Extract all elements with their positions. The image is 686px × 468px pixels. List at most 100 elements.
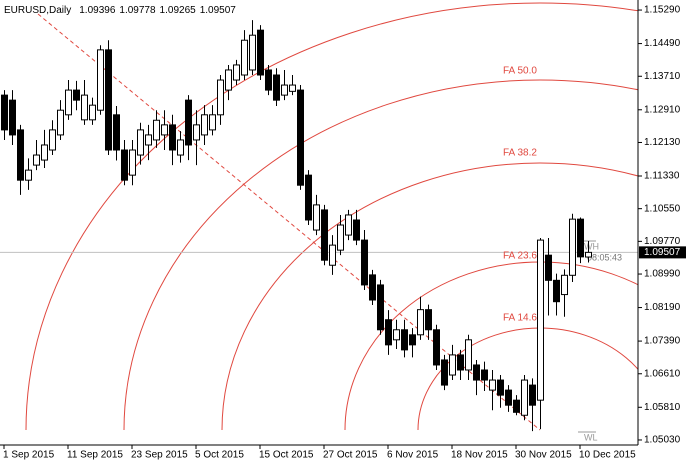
candle-body — [489, 379, 496, 391]
x-tick-label: 27 Oct 2015 — [323, 450, 378, 461]
candle-body — [361, 239, 368, 286]
candle-body — [537, 239, 544, 401]
candle-body — [289, 84, 296, 92]
candle-body — [65, 89, 72, 116]
candle-body — [121, 149, 128, 181]
candle-body — [73, 89, 80, 101]
ohlc-value: 1.09507 — [200, 5, 237, 16]
candle-body — [241, 39, 248, 76]
fibonacci-arcs — [25, 2, 638, 431]
current-price-label: 1.09507 — [644, 247, 681, 258]
y-tick-label: 1.05030 — [644, 435, 681, 446]
candle-body — [49, 129, 56, 151]
candle-body — [1, 94, 8, 131]
x-tick-label: 30 Nov 2015 — [515, 450, 572, 461]
candle-body — [217, 79, 224, 116]
candle-body — [113, 114, 120, 151]
candle-body — [513, 399, 520, 413]
arc-label: FA 14.6 — [503, 313, 537, 324]
y-tick-label: 1.10550 — [644, 203, 681, 214]
candle-body — [377, 284, 384, 331]
candle-body — [329, 244, 336, 266]
candle-body — [297, 89, 304, 186]
candle-body — [209, 114, 216, 131]
candle-body — [161, 124, 168, 136]
candle-body — [225, 69, 232, 91]
candle-body — [129, 149, 136, 176]
candle-body — [353, 219, 360, 241]
low-marker: WL — [584, 432, 598, 442]
candle-body — [369, 274, 376, 301]
arc-label: FA 50.0 — [503, 66, 537, 77]
candle-body — [9, 99, 16, 136]
ohlc-value: 1.09778 — [119, 5, 156, 16]
candle-body — [305, 174, 312, 221]
candle-body — [545, 254, 552, 281]
y-tick-label: 1.06610 — [644, 368, 681, 379]
candle-body — [33, 154, 40, 166]
candle-body — [385, 319, 392, 346]
candle-body — [497, 379, 504, 396]
candle-body — [569, 218, 576, 276]
candle-body — [281, 84, 288, 96]
x-tick-label: 18 Nov 2015 — [451, 450, 508, 461]
y-tick-label: 1.12130 — [644, 137, 681, 148]
candle-body — [249, 34, 256, 71]
candle-body — [393, 329, 400, 341]
candle-body — [169, 124, 176, 151]
candle-body — [585, 251, 592, 258]
candle-body — [233, 64, 240, 81]
symbol: EURUSD,Daily — [4, 5, 71, 16]
candle-body — [41, 144, 48, 161]
arc — [25, 2, 638, 431]
y-tick-label: 1.14490 — [644, 38, 681, 49]
current-price-box — [639, 246, 686, 259]
candle-body — [145, 134, 152, 146]
candle-body — [25, 169, 32, 181]
y-tick-label: 1.13710 — [644, 71, 681, 82]
candle-body — [457, 354, 464, 371]
candle-body — [105, 49, 112, 151]
x-tick-label: 6 Nov 2015 — [387, 450, 439, 461]
candle-body — [425, 309, 432, 331]
candle-body — [257, 29, 264, 76]
ohlc-value: 1.09396 — [79, 5, 116, 16]
y-tick-label: 1.15290 — [644, 5, 681, 16]
candle-body — [481, 369, 488, 381]
x-tick-label: 5 Oct 2015 — [195, 450, 244, 461]
candle-body — [577, 218, 584, 258]
candle-body — [97, 49, 104, 111]
candle-body — [401, 329, 408, 351]
candle-body — [337, 224, 344, 251]
candle-body — [81, 94, 88, 121]
candle-body — [449, 354, 456, 376]
x-tick-label: 10 Dec 2015 — [579, 450, 636, 461]
arc — [221, 162, 638, 431]
candle-body — [553, 279, 560, 303]
candle-body — [177, 139, 184, 156]
x-tick-label: 15 Oct 2015 — [259, 450, 314, 461]
x-tick-label: 23 Sep 2015 — [131, 450, 188, 461]
candle-body — [505, 389, 512, 406]
candle-body — [345, 214, 352, 236]
candle-body — [433, 329, 440, 366]
arc — [123, 79, 638, 431]
candle-body — [137, 129, 144, 156]
candle-body — [417, 309, 424, 336]
arc-label: FA 23.6 — [503, 251, 537, 262]
y-tick-label: 1.12910 — [644, 104, 681, 115]
ohlc-value: 1.09265 — [160, 5, 197, 16]
candle-body — [185, 99, 192, 146]
candle-body — [529, 384, 536, 406]
candle-body — [201, 114, 208, 136]
candle-body — [273, 74, 280, 101]
y-tick-label: 1.08190 — [644, 302, 681, 313]
candle-body — [473, 364, 480, 381]
candle-body — [265, 69, 272, 91]
candle-body — [441, 359, 448, 386]
candle-body — [409, 334, 416, 346]
candle-body — [193, 124, 200, 141]
x-tick-label: 1 Sep 2015 — [3, 450, 55, 461]
candle-body — [17, 129, 24, 181]
